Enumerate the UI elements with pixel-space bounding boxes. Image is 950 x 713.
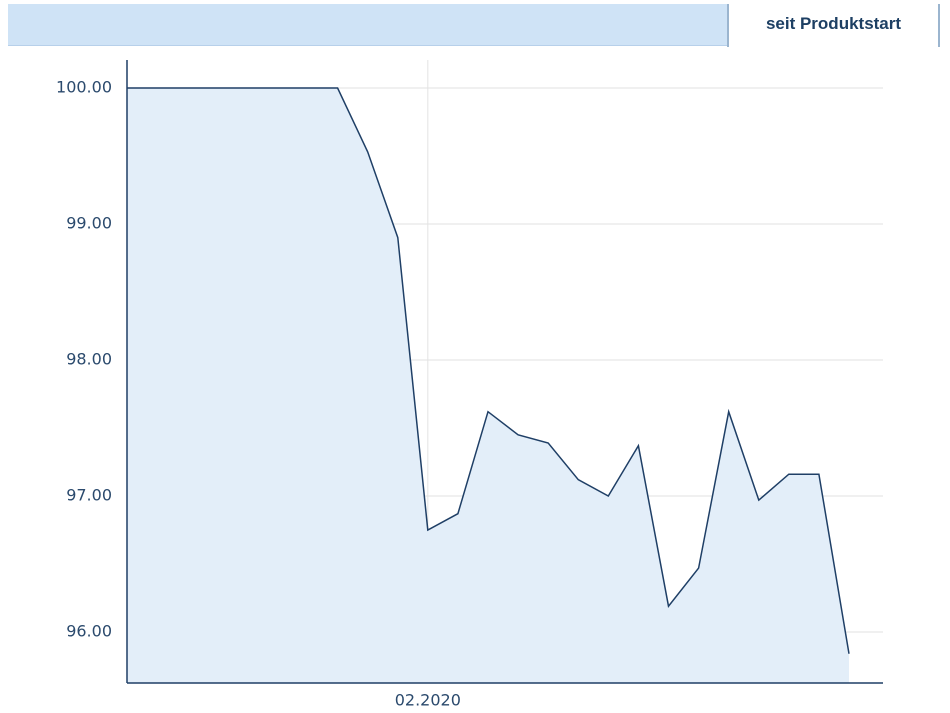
y-tick-label: 98.00 xyxy=(66,350,112,369)
y-tick-label: 99.00 xyxy=(66,214,112,233)
y-tick-label: 97.00 xyxy=(66,486,112,505)
line xyxy=(127,87,850,654)
tab[interactable]: seit Produktstart xyxy=(727,4,940,47)
x-tick-label: 02.2020 xyxy=(395,691,461,710)
area-fill xyxy=(127,88,849,683)
y-tick-label: 96.00 xyxy=(66,622,112,641)
y-tick-label: 100.00 xyxy=(56,78,112,97)
header-bar xyxy=(8,4,727,46)
